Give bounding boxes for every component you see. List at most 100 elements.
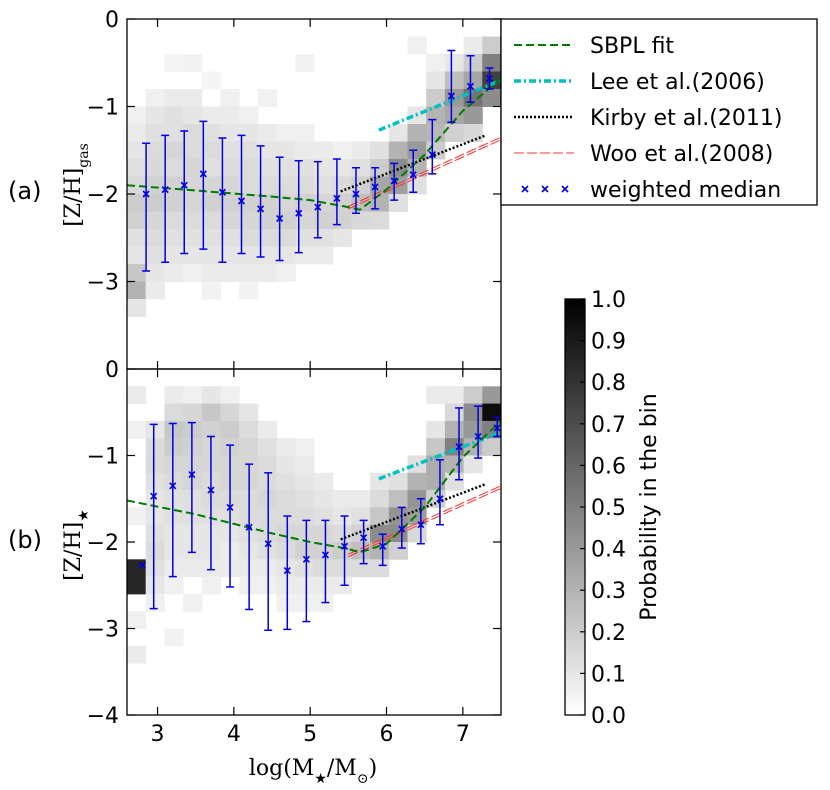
heatmap-cell xyxy=(183,593,203,612)
heatmap-cell xyxy=(183,89,203,107)
heatmap-cell xyxy=(314,211,334,230)
y-tick-label: 0 xyxy=(105,8,119,33)
heatmap-cell xyxy=(444,438,465,456)
heatmap-cell xyxy=(276,576,296,595)
median-point xyxy=(199,170,207,178)
heatmap-cell xyxy=(145,124,165,142)
y-axis-label-b: [Z/H]★ xyxy=(61,509,92,581)
heatmap-cell xyxy=(332,229,352,247)
heatmap-cell xyxy=(127,124,147,142)
heatmap-cell xyxy=(164,159,184,177)
heatmap-cell xyxy=(257,211,278,230)
heatmap-cell xyxy=(295,211,315,230)
heatmap-cell xyxy=(183,472,203,491)
heatmap-cell xyxy=(239,264,259,282)
heatmap-cell xyxy=(183,54,203,72)
median-point xyxy=(226,503,234,511)
median-point xyxy=(360,534,368,542)
legend-box xyxy=(500,18,818,206)
heatmap-cell xyxy=(183,246,203,265)
heatmap-cell xyxy=(127,507,147,526)
heatmap-cell xyxy=(482,403,501,422)
heatmap-cell xyxy=(295,507,315,526)
heatmap-cell xyxy=(183,524,203,543)
heatmap-cell xyxy=(145,194,165,212)
heatmap-cell xyxy=(183,229,203,247)
heatmap-cell xyxy=(295,438,315,456)
colorbar: 1.0 0.9 0.8 0.7 0.6 0.5 0.4 0.3 0.2 0.1 0.0 Probab… xyxy=(564,288,662,729)
y-tick-label: 0 xyxy=(105,358,119,383)
x-tick-label: 6 xyxy=(380,722,394,747)
heatmap-cell xyxy=(201,403,221,422)
x-tick-label: 4 xyxy=(227,722,241,747)
heatmap-cell xyxy=(332,559,352,578)
y-tick-label: −4 xyxy=(87,704,119,729)
heatmap-cell xyxy=(444,420,465,439)
heatmap-cell xyxy=(183,159,203,177)
heatmap-cell xyxy=(164,403,184,422)
heatmap-cell xyxy=(183,403,203,422)
panel-b: 0 −1 −2 −3 −4 3 4 5 6 7 (b) [Z/H]★ log(M★/M⊙) xyxy=(8,358,502,787)
heatmap-cell xyxy=(257,455,278,474)
heatmap-cell xyxy=(145,593,165,612)
median-point xyxy=(428,151,436,159)
sbpl-fit-line xyxy=(127,420,501,554)
heatmap-cell xyxy=(276,455,296,474)
heatmap-cell xyxy=(127,106,147,125)
heatmap-cell xyxy=(276,159,296,177)
y-axis-label-a: [Z/H]gas xyxy=(61,143,92,227)
median-point xyxy=(466,82,475,90)
heatmap-a xyxy=(127,36,501,317)
heatmap-cell xyxy=(145,281,165,300)
heatmap-cell xyxy=(276,524,296,543)
median-point xyxy=(257,205,265,213)
heatmap-cell xyxy=(220,124,240,142)
heatmap-cell xyxy=(276,194,296,212)
heatmap-cell xyxy=(183,542,203,560)
heatmap-cell xyxy=(407,472,427,491)
heatmap-cell xyxy=(463,36,483,55)
heatmap-cell xyxy=(145,264,165,282)
heatmap-cell xyxy=(351,507,371,526)
legend-label: SBPL fit xyxy=(590,34,674,59)
heatmap-cell xyxy=(239,211,259,230)
heatmap-cell xyxy=(351,524,371,543)
heatmap-cell xyxy=(388,490,408,508)
heatmap-cell xyxy=(426,54,446,72)
heatmap-cell xyxy=(314,490,334,508)
legend-entry-median: weighted median xyxy=(521,178,781,203)
median-point xyxy=(371,183,379,191)
heatmap-cell xyxy=(164,211,184,230)
heatmap-cell xyxy=(426,124,446,142)
heatmap-cell xyxy=(201,141,221,160)
heatmap-cell xyxy=(201,246,221,265)
x-tick-label: 5 xyxy=(303,722,317,747)
heatmap-cell xyxy=(295,141,315,160)
median-point xyxy=(436,495,444,503)
heatmap-cell xyxy=(426,71,446,90)
median-point xyxy=(150,492,158,500)
heatmap-cell xyxy=(482,89,501,107)
heatmap-cell xyxy=(201,420,221,439)
heatmap-cell xyxy=(164,246,184,265)
heatmap-cell xyxy=(145,490,165,508)
legend: SBPL fit Lee et al.(2006) Kirby et al.(201… xyxy=(500,18,818,206)
legend-entry-kirby: Kirby et al.(2011) xyxy=(514,106,782,131)
kirby-line xyxy=(340,482,487,541)
heatmap-cell xyxy=(482,36,501,55)
heatmap-cell xyxy=(127,576,147,595)
woo-line xyxy=(348,139,501,210)
heatmap-cell xyxy=(351,141,371,160)
heatmap-cell xyxy=(295,159,315,177)
heatmap-cell xyxy=(164,264,184,282)
colorbar-tick-label: 0.4 xyxy=(591,538,626,563)
heatmap-cell xyxy=(164,141,184,160)
heatmap-cell xyxy=(295,176,315,195)
heatmap-cell xyxy=(239,124,259,142)
heatmap-cell xyxy=(257,176,278,195)
median-point xyxy=(455,443,463,451)
lee-line xyxy=(378,430,501,481)
heatmap-cell xyxy=(295,490,315,508)
median-point xyxy=(283,566,291,575)
median-point xyxy=(390,177,398,185)
